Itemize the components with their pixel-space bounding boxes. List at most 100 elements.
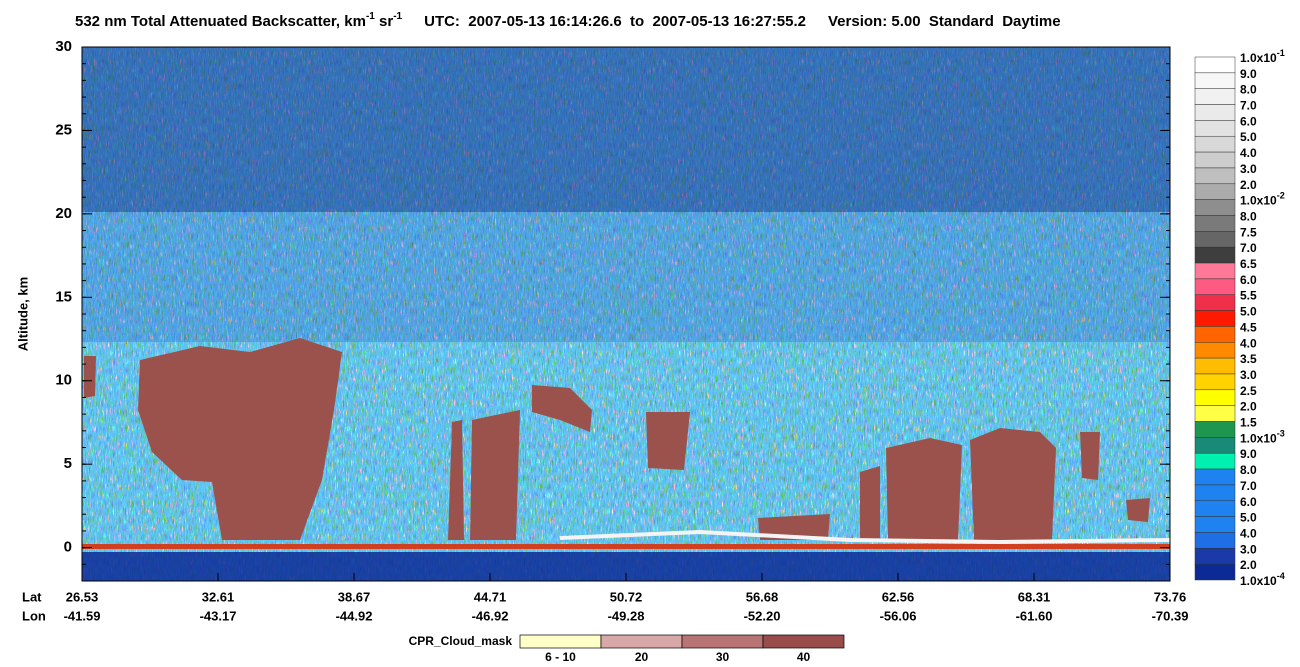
colorbar-swatch	[1194, 294, 1236, 311]
cpr-legend-swatch	[519, 634, 602, 649]
colorbar-label-text: 5.0	[1240, 305, 1257, 319]
colorbar-label: 6.0	[1240, 495, 1257, 509]
lon-label: -49.28	[608, 608, 645, 623]
colorbar-swatch	[1194, 88, 1236, 105]
colorbar-label-text: 3.0	[1240, 162, 1257, 176]
cpr-legend-label: 20	[635, 650, 649, 664]
colorbar-label-text: 7.0	[1240, 479, 1257, 493]
colorbar-label-text: 8.0	[1240, 463, 1257, 477]
lat-label: 68.31	[1018, 589, 1051, 604]
lat-label: 44.71	[474, 589, 507, 604]
colorbar-label-text: 6.0	[1240, 273, 1257, 287]
chart-title: 532 nm Total Attenuated Backscatter, km-…	[75, 11, 1061, 30]
colorbar-label-text: 1.5	[1240, 416, 1257, 430]
x-row-label: Lon	[22, 608, 46, 623]
lat-label: 32.61	[202, 589, 235, 604]
colorbar-label-text: 4.0	[1240, 527, 1257, 541]
colorbar-swatch	[1194, 405, 1236, 422]
lon-label: -56.06	[880, 608, 917, 623]
cpr-legend-swatch	[681, 634, 764, 649]
colorbar-swatch	[1194, 167, 1236, 185]
colorbar-label: 1.0x10-1	[1240, 48, 1285, 65]
lat-label: 62.56	[882, 589, 915, 604]
colorbar-swatch	[1194, 532, 1236, 549]
lat-label: 38.67	[338, 589, 371, 604]
colorbar-label-text: 8.0	[1240, 83, 1257, 97]
lat-label: 26.53	[66, 589, 99, 604]
colorbar-label-exp: -2	[1277, 191, 1285, 201]
colorbar-label: 1.0x10-4	[1240, 571, 1285, 588]
cpr-legend-swatch	[762, 634, 845, 649]
cpr-legend-label: 6 - 10	[545, 650, 576, 664]
colorbar-swatch	[1194, 135, 1236, 153]
colorbar-label-text: 3.0	[1240, 368, 1257, 382]
colorbar-label: 5.0	[1240, 305, 1257, 319]
colorbar-swatch	[1194, 373, 1236, 391]
colorbar-label: 6.0	[1240, 273, 1257, 287]
lon-label: -70.39	[1152, 608, 1189, 623]
colorbar-swatch	[1194, 342, 1236, 359]
colorbar-swatch	[1194, 104, 1236, 121]
lon-label: -44.92	[336, 608, 373, 623]
colorbar-label-exp: -3	[1277, 429, 1285, 439]
colorbar-label-text: 9.0	[1240, 67, 1257, 81]
colorbar-label-text: 3.5	[1240, 352, 1257, 366]
lat-label: 56.68	[746, 589, 779, 604]
colorbar-label: 2.0	[1240, 178, 1257, 192]
y-tick-label: 0	[64, 539, 72, 556]
colorbar-label: 5.0	[1240, 511, 1257, 525]
colorbar-swatch	[1194, 516, 1236, 533]
colorbar-label: 6.0	[1240, 115, 1257, 129]
colorbar-label-text: 4.5	[1240, 321, 1257, 335]
colorbar-swatch	[1194, 437, 1236, 454]
lon-label: -52.20	[744, 608, 781, 623]
colorbar-label: 8.0	[1240, 210, 1257, 224]
colorbar-swatch	[1194, 452, 1236, 470]
colorbar-label-text: 5.0	[1240, 130, 1257, 144]
title-utc: UTC: 2007-05-13 16:14:26.6 to 2007-05-13…	[424, 13, 806, 30]
y-tick-label: 5	[64, 455, 72, 472]
colorbar-label-text: 8.0	[1240, 210, 1257, 224]
lat-label: 50.72	[610, 589, 643, 604]
colorbar-swatch	[1194, 548, 1236, 565]
colorbar-label: 9.0	[1240, 67, 1257, 81]
colorbar-label-text: 2.0	[1240, 178, 1257, 192]
colorbar-label: 3.5	[1240, 352, 1257, 366]
colorbar-swatch	[1194, 357, 1236, 375]
cpr-legend-label: 30	[716, 650, 730, 664]
colorbar-swatch	[1194, 151, 1236, 169]
colorbar-label: 6.5	[1240, 257, 1257, 271]
title-exp: -1	[366, 11, 375, 22]
surface-return	[82, 544, 1170, 549]
colorbar-label-text: 2.0	[1240, 558, 1257, 572]
colorbar-label-exp: -4	[1277, 571, 1285, 581]
y-tick-label: 25	[55, 121, 72, 138]
colorbar-label: 3.0	[1240, 542, 1257, 556]
colorbar-label-exp: -1	[1277, 48, 1285, 58]
cpr-cloud-regions	[84, 338, 1150, 540]
colorbar-label: 7.0	[1240, 241, 1257, 255]
colorbar-label-text: 7.5	[1240, 226, 1257, 240]
colorbar-label: 3.0	[1240, 162, 1257, 176]
x-row-label: Lat	[22, 589, 42, 604]
y-tick-label: 30	[55, 38, 72, 55]
cpr-legend-title: CPR_Cloud_mask	[409, 634, 513, 648]
y-tick-label: 10	[55, 372, 72, 389]
title-version: Version: 5.00 Standard Daytime	[828, 13, 1061, 30]
lat-label: 73.76	[1154, 589, 1187, 604]
colorbar-label: 1.5	[1240, 416, 1257, 430]
colorbar-label: 8.0	[1240, 83, 1257, 97]
colorbar-label: 4.0	[1240, 146, 1257, 160]
colorbar-label-text: 6.0	[1240, 495, 1257, 509]
colorbar-swatch	[1194, 563, 1236, 581]
colorbar-label-text: 7.0	[1240, 241, 1257, 255]
colorbar-swatch	[1194, 468, 1236, 486]
colorbar-label-text: 6.0	[1240, 115, 1257, 129]
colorbar-swatch	[1194, 500, 1236, 517]
y-tick-label: 20	[55, 205, 72, 222]
colorbar-label: 9.0	[1240, 447, 1257, 461]
colorbar-label: 4.5	[1240, 321, 1257, 335]
surface-cloud	[559, 529, 1170, 545]
mid-atmosphere	[82, 212, 1170, 342]
